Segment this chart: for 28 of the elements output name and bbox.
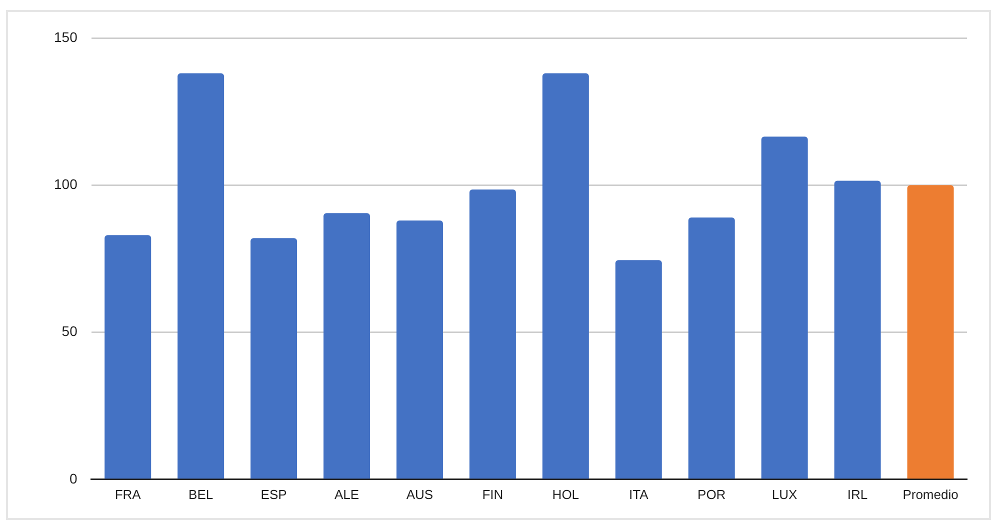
y-tick-label: 150: [54, 28, 78, 45]
bar: [250, 238, 298, 479]
bar: [323, 213, 370, 479]
x-tick-label: POR: [698, 486, 726, 502]
bar: [104, 235, 152, 479]
x-tick-label: AUS: [406, 486, 434, 502]
bar: [834, 180, 881, 479]
x-tick-label: LUX: [772, 486, 798, 502]
x-tick-label: FIN: [482, 486, 504, 502]
bar: [761, 136, 808, 479]
x-tick-label: ITA: [629, 486, 649, 502]
y-tick-label: 0: [70, 470, 78, 486]
x-tick-label: ESP: [260, 486, 287, 502]
x-tick-label: HOL: [552, 486, 580, 502]
bar: [396, 220, 443, 479]
bar: [178, 73, 224, 479]
x-tick-label: Promedio: [902, 486, 958, 502]
bar: [907, 185, 954, 479]
bar: [688, 218, 735, 479]
bar: [469, 190, 516, 479]
x-tick-label: IRL: [847, 486, 868, 502]
bar: [542, 73, 589, 479]
bar: [615, 260, 662, 479]
x-tick-label: BEL: [188, 486, 214, 502]
y-tick-label: 100: [54, 176, 78, 192]
x-tick-label: ALE: [334, 486, 360, 502]
x-tick-label: FRA: [114, 486, 142, 502]
y-tick-label: 50: [62, 323, 78, 340]
